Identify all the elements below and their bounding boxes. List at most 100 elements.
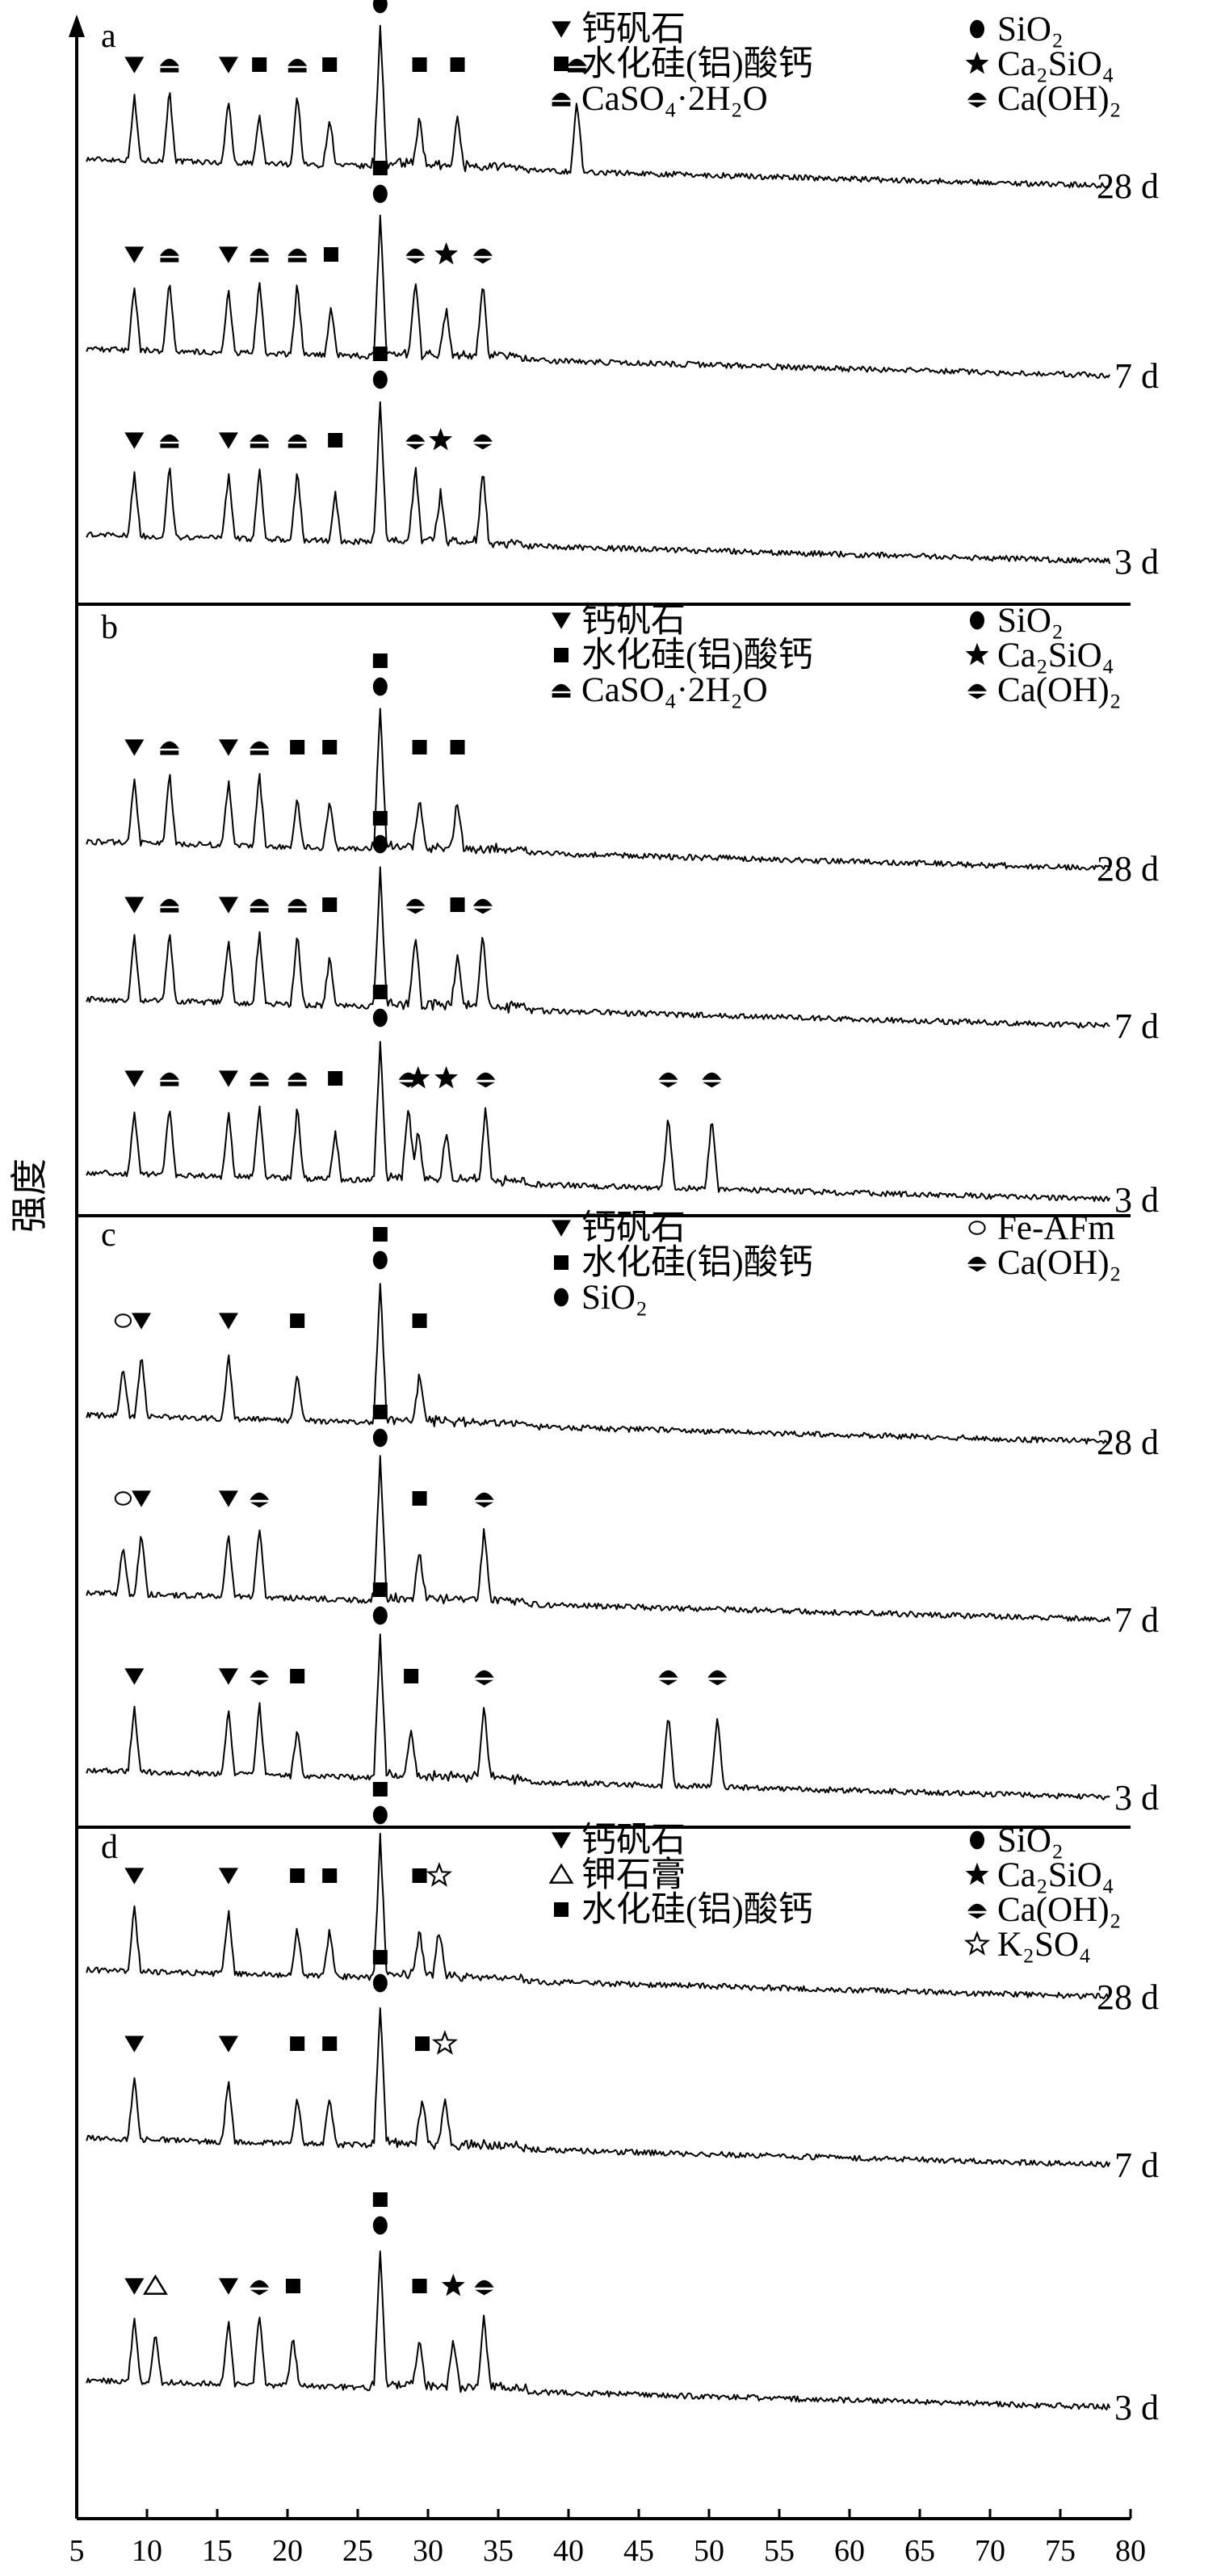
series-line: [86, 1633, 1110, 1801]
series-28d: 28 d: [86, 0, 1159, 206]
peak-marker-ettringite: [218, 1868, 238, 1885]
peak-marker-ettringite: [124, 432, 145, 449]
series-tag: 28 d: [1097, 849, 1159, 889]
legend-item: Ca(OH)₂: [967, 1891, 1122, 1929]
legend-item: CaSO₄·2H₂O: [552, 80, 768, 118]
peak-marker-ch: [658, 1670, 678, 1686]
peak-marker-k2so4: [431, 2030, 458, 2055]
legend-label: 钙矾石: [581, 1822, 686, 1860]
peak-marker-csh: [322, 897, 338, 912]
series-28d: 28 d: [86, 653, 1159, 889]
peak-marker-csh: [450, 897, 465, 912]
series-tag: 7 d: [1114, 1600, 1159, 1640]
peak-marker-ettringite: [124, 1668, 145, 1685]
peak-marker-feafm: [114, 1491, 132, 1506]
x-tick-label: 15: [202, 2534, 233, 2568]
peak-marker-sio2: [372, 1805, 388, 1825]
peak-marker-sio2: [372, 2216, 388, 2235]
legend-marker-ch: [967, 1903, 987, 1919]
series-tag: 7 d: [1114, 2145, 1159, 2185]
legend-label: 水化硅(铝)酸钙: [581, 1891, 813, 1929]
legend-item: 水化硅(铝)酸钙: [554, 1244, 813, 1282]
peak-marker-csh: [450, 57, 465, 72]
legend-marker-gypsum: [552, 683, 571, 698]
peak-marker-ch: [474, 1670, 494, 1686]
legend-item: 钙矾石: [552, 11, 686, 48]
peak-marker-csh: [412, 1313, 427, 1328]
legend-marker-sio2: [970, 19, 984, 39]
legend-marker-sio2: [554, 1288, 569, 1307]
legend-marker-ettringite: [552, 1220, 571, 1237]
peak-marker-sio2: [372, 1973, 388, 1993]
peak-marker-gypsum: [159, 248, 179, 263]
legend-marker-ch: [967, 1256, 987, 1272]
peak-marker-ettringite: [218, 1070, 238, 1087]
legend-marker-ch: [967, 92, 987, 108]
legend-label: 钙矾石: [581, 11, 686, 48]
legend-marker-c2s: [965, 51, 989, 74]
series-3d: 3 d: [86, 2192, 1159, 2427]
legend-label: SiO₂: [581, 1279, 648, 1317]
legend-marker-feafm: [968, 1221, 986, 1235]
peak-marker-ettringite: [124, 897, 145, 914]
series-7d: 7 d: [86, 1950, 1159, 2185]
legend-marker-ettringite: [552, 612, 571, 629]
peak-marker-ch: [476, 1072, 496, 1088]
peak-marker-ettringite: [218, 1490, 238, 1507]
legend-label: Ca₂SiO₄: [997, 45, 1114, 83]
peak-marker-ettringite: [218, 1313, 238, 1330]
y-axis-arrow: [69, 15, 85, 37]
peak-marker-c2s: [406, 1065, 430, 1089]
peak-marker-csh: [372, 1227, 388, 1242]
peak-marker-k2so4: [426, 1862, 452, 1887]
legend-marker-csh: [554, 1255, 569, 1270]
peak-marker-gypsum: [159, 898, 179, 913]
series-tag: 3 d: [1114, 542, 1159, 582]
series-tag: 3 d: [1114, 2388, 1159, 2427]
peak-marker-ettringite: [124, 246, 145, 263]
peak-marker-ch: [405, 898, 426, 914]
peak-marker-sio2: [372, 0, 388, 14]
series-line: [86, 708, 1111, 872]
peak-marker-csh: [412, 1868, 427, 1883]
legend-item: Ca₂SiO₄: [965, 1856, 1114, 1894]
legend-marker-sio2: [970, 1830, 984, 1850]
legend-item: SiO₂: [970, 1822, 1064, 1860]
peak-marker-csh: [372, 1405, 388, 1419]
legend-label: SiO₂: [997, 11, 1064, 48]
peak-marker-ettringite: [124, 739, 145, 756]
legend-label: Ca₂SiO₄: [997, 637, 1114, 674]
peak-marker-ettringite: [124, 57, 145, 74]
y-axis-title: 强度: [9, 1158, 50, 1233]
x-tick-label: 10: [132, 2534, 162, 2568]
legend-label: Fe-AFm: [997, 1209, 1115, 1247]
legend-marker-csh: [554, 648, 569, 662]
panel-label: b: [101, 609, 118, 646]
peak-marker-csh: [328, 1071, 343, 1086]
peak-marker-ch: [472, 898, 493, 914]
x-tick-label: 70: [975, 2534, 1005, 2568]
peak-marker-ettringite: [218, 1668, 238, 1685]
series-line: [86, 1455, 1111, 1623]
legend-marker-ch: [967, 683, 987, 700]
series-tag: 3 d: [1114, 1778, 1159, 1817]
peak-marker-ettringite: [218, 246, 238, 263]
peak-marker-csh: [372, 1582, 388, 1597]
series-tag: 7 d: [1114, 1006, 1159, 1046]
peak-marker-ettringite: [218, 432, 238, 449]
peak-marker-sio2: [372, 1008, 388, 1027]
series-tag: 7 d: [1114, 356, 1159, 396]
legend-label: CaSO₄·2H₂O: [581, 671, 768, 709]
peak-marker-syngenite: [143, 2274, 168, 2295]
peak-marker-csh: [323, 247, 338, 262]
series-7d: 7 d: [86, 1405, 1159, 1640]
x-tick-label: 80: [1115, 2534, 1146, 2568]
peak-marker-csh: [322, 2036, 338, 2051]
legend-item: Ca(OH)₂: [967, 671, 1122, 709]
legend-label: SiO₂: [997, 1822, 1064, 1860]
